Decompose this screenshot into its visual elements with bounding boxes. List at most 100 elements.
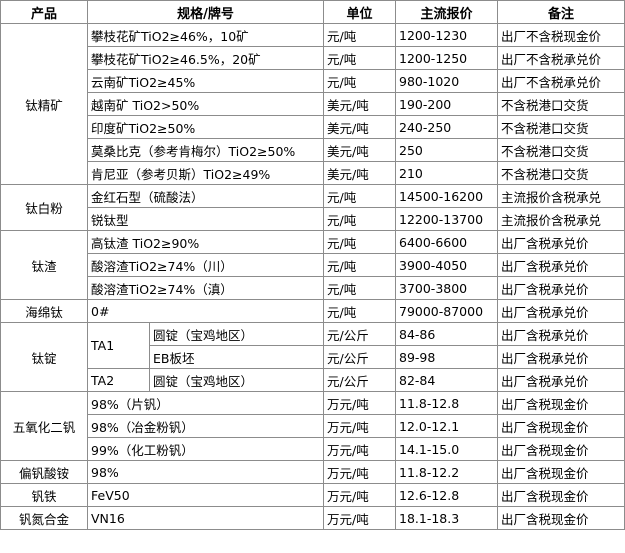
product-cell: 钛渣 <box>0 230 88 300</box>
unit-cell: 美元/吨 <box>323 138 396 162</box>
product-cell: 钛白粉 <box>0 184 88 231</box>
product-cell: 钛精矿 <box>0 23 88 185</box>
spec-cell: 高钛渣 TiO2≥90% <box>87 230 324 254</box>
product-cell: 钛锭 <box>0 322 88 392</box>
table-row: 钛白粉 金红石型（硫酸法） 元/吨 14500-16200 主流报价含税承兑 <box>0 184 625 231</box>
unit-cell: 万元/吨 <box>323 506 396 530</box>
header-cell: 产品 <box>0 0 88 24</box>
price-cell: 82-84 <box>395 368 498 392</box>
table-row: 云南矿TiO2≥45% 元/吨 980-1020 出厂不含税承兑价 <box>1 69 625 93</box>
unit-cell: 万元/吨 <box>323 414 396 438</box>
price-cell: 84-86 <box>395 322 498 346</box>
spec-cell: 印度矿TiO2≥50% <box>87 115 324 139</box>
grade-cell: TA1 <box>87 322 150 369</box>
note-cell: 出厂含税现金价 <box>497 506 625 530</box>
product-cell: 钒氮合金 <box>0 506 88 530</box>
table-row: 钒氮合金 VN16 万元/吨 18.1-18.3 出厂含税现金价 <box>0 506 625 530</box>
product-cell: 偏钒酸铵 <box>0 460 88 484</box>
table-row: 肯尼亚（参考贝斯）TiO2≥49% 美元/吨 210 不含税港口交货 <box>1 161 625 185</box>
unit-cell: 美元/吨 <box>323 92 396 116</box>
price-cell: 3900-4050 <box>395 253 498 277</box>
header-cell: 备注 <box>497 0 625 24</box>
table-row: 莫桑比克（参考肯梅尔）TiO2≥50% 美元/吨 250 不含税港口交货 <box>1 138 625 162</box>
spec-cell: 越南矿 TiO2>50% <box>87 92 324 116</box>
note-cell: 主流报价含税承兑 <box>497 207 625 231</box>
header-row: 产品 规格/牌号 单位 主流报价 备注 <box>0 0 625 24</box>
unit-cell: 元/吨 <box>323 184 396 208</box>
spec-cell: VN16 <box>87 506 324 530</box>
price-cell: 12.0-12.1 <box>395 414 498 438</box>
note-cell: 出厂含税承兑价 <box>497 299 625 323</box>
spec-cell: 98% <box>87 460 324 484</box>
table-row: 攀枝花矿TiO2≥46.5%，20矿 元/吨 1200-1250 出厂不含税承兑价 <box>1 46 625 70</box>
note-cell: 不含税港口交货 <box>497 115 625 139</box>
spec-cell: 云南矿TiO2≥45% <box>87 69 324 93</box>
table-row: 钛锭 TA1 圆锭（宝鸡地区） 元/公斤 84-86 出厂含税承兑价 <box>0 322 625 392</box>
table-row: TA2 圆锭（宝鸡地区） 元/公斤 82-84 出厂含税承兑价 <box>1 368 625 392</box>
table-row: EB板坯 元/公斤 89-98 出厂含税承兑价 <box>1 345 625 369</box>
table-row: 酸溶渣TiO2≥74%（滇） 元/吨 3700-3800 出厂含税承兑价 <box>1 276 625 300</box>
unit-cell: 美元/吨 <box>323 115 396 139</box>
unit-cell: 万元/吨 <box>323 460 396 484</box>
spec-cell: EB板坯 <box>149 345 324 369</box>
header-cell: 主流报价 <box>395 0 498 24</box>
unit-cell: 元/吨 <box>323 69 396 93</box>
note-cell: 出厂不含税承兑价 <box>497 46 625 70</box>
note-cell: 不含税港口交货 <box>497 138 625 162</box>
spec-cell: 攀枝花矿TiO2≥46%，10矿 <box>87 23 324 47</box>
spec-cell: FeV50 <box>87 483 324 507</box>
unit-cell: 元/吨 <box>323 299 396 323</box>
unit-cell: 元/吨 <box>323 276 396 300</box>
table-row: 98%（冶金粉钒） 万元/吨 12.0-12.1 出厂含税现金价 <box>1 414 625 438</box>
price-cell: 980-1020 <box>395 69 498 93</box>
price-cell: 12200-13700 <box>395 207 498 231</box>
spec-cell: 金红石型（硫酸法） <box>87 184 324 208</box>
price-cell: 18.1-18.3 <box>395 506 498 530</box>
spec-cell: 肯尼亚（参考贝斯）TiO2≥49% <box>87 161 324 185</box>
table-row: 印度矿TiO2≥50% 美元/吨 240-250 不含税港口交货 <box>1 115 625 139</box>
header-cell: 单位 <box>323 0 396 24</box>
price-cell: 6400-6600 <box>395 230 498 254</box>
unit-cell: 元/吨 <box>323 207 396 231</box>
note-cell: 出厂不含税承兑价 <box>497 69 625 93</box>
unit-cell: 元/公斤 <box>323 368 396 392</box>
price-table: 产品 规格/牌号 单位 主流报价 备注 钛精矿 攀枝花矿TiO2≥46%，10矿元… <box>0 0 625 530</box>
header-cell: 规格/牌号 <box>87 0 324 24</box>
price-cell: 79000-87000 <box>395 299 498 323</box>
table-row: 偏钒酸铵 98% 万元/吨 11.8-12.2 出厂含税现金价 <box>0 460 625 484</box>
table-row: 海绵钛 0# 元/吨 79000-87000 出厂含税承兑价 <box>0 299 625 323</box>
note-cell: 出厂含税承兑价 <box>497 368 625 392</box>
note-cell: 出厂含税承兑价 <box>497 345 625 369</box>
unit-cell: 元/吨 <box>323 23 396 47</box>
note-cell: 出厂含税承兑价 <box>497 322 625 346</box>
table-row: 钛精矿 攀枝花矿TiO2≥46%，10矿 元/吨 1200-1230 出厂不含税现金价 <box>0 23 625 185</box>
price-cell: 240-250 <box>395 115 498 139</box>
note-cell: 主流报价含税承兑 <box>497 184 625 208</box>
note-cell: 出厂含税现金价 <box>497 437 625 461</box>
price-cell: 3700-3800 <box>395 276 498 300</box>
grade-cell: TA2 <box>87 368 150 392</box>
table-row: 锐钛型 元/吨 12200-13700 主流报价含税承兑 <box>1 207 625 231</box>
unit-cell: 万元/吨 <box>323 437 396 461</box>
note-cell: 不含税港口交货 <box>497 161 625 185</box>
note-cell: 出厂含税现金价 <box>497 460 625 484</box>
product-cell: 五氧化二钒 <box>0 391 88 461</box>
note-cell: 出厂含税承兑价 <box>497 253 625 277</box>
unit-cell: 元/吨 <box>323 253 396 277</box>
price-cell: 14.1-15.0 <box>395 437 498 461</box>
table-row: 五氧化二钒 98%（片钒） 万元/吨 11.8-12.8 出厂含税现金价 <box>0 391 625 461</box>
price-cell: 14500-16200 <box>395 184 498 208</box>
spec-cell: 圆锭（宝鸡地区） <box>149 368 324 392</box>
note-cell: 出厂含税承兑价 <box>497 230 625 254</box>
spec-cell: 酸溶渣TiO2≥74%（川） <box>87 253 324 277</box>
note-cell: 出厂含税现金价 <box>497 414 625 438</box>
price-cell: 11.8-12.8 <box>395 391 498 415</box>
spec-cell: 圆锭（宝鸡地区） <box>149 322 324 346</box>
spec-cell: 莫桑比克（参考肯梅尔）TiO2≥50% <box>87 138 324 162</box>
spec-cell: 98%（片钒） <box>87 391 324 415</box>
product-cell: 海绵钛 <box>0 299 88 323</box>
table-row: 酸溶渣TiO2≥74%（川） 元/吨 3900-4050 出厂含税承兑价 <box>1 253 625 277</box>
spec-cell: 0# <box>87 299 324 323</box>
spec-cell: 锐钛型 <box>87 207 324 231</box>
